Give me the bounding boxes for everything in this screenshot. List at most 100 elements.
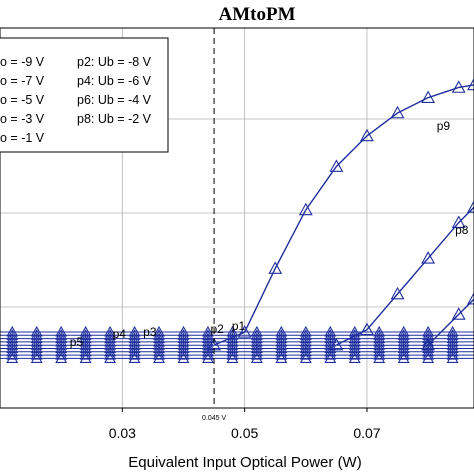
annotation-p8: p8	[455, 223, 469, 237]
flat-series-7-marker-14	[348, 345, 361, 357]
series-p9-point-1	[451, 307, 466, 320]
vline-label: 0.045 V	[202, 415, 226, 422]
flat-series-7-marker-1	[30, 345, 43, 357]
flat-series-9-marker-9	[226, 352, 239, 363]
series-p8-point-5	[467, 200, 474, 213]
flat-series-7-marker-6	[153, 345, 165, 357]
series-p1-point-3	[298, 202, 313, 216]
flat-series-9-marker-13	[324, 352, 337, 363]
flat-series-7-marker-12	[299, 345, 312, 357]
plot-frame	[0, 27, 474, 409]
flat-series-9-marker-18	[446, 352, 459, 363]
series-p9-point-2	[467, 291, 474, 305]
flat-series-8-marker-15	[373, 348, 386, 360]
flat-series-8-marker-13	[324, 348, 337, 360]
point-annotations: p5 p4 p3 p2 p1 p9 p8	[70, 119, 469, 349]
legend-entry-0: o = -9 V	[0, 55, 45, 69]
annotation-p5: p5	[70, 335, 84, 349]
series-p1-point-4	[329, 159, 344, 172]
legend: o = -9 V p2: Ub = -8 V o = -7 V p4: Ub = -6…	[0, 37, 169, 153]
series-p1-point-5	[360, 128, 374, 142]
annotation-p4: p4	[113, 327, 127, 341]
series-p1-point-2	[268, 261, 283, 274]
flat-series-7-marker-17	[422, 345, 435, 357]
flat-series-7-marker-16	[397, 345, 410, 357]
flat-series-7-marker-0	[6, 345, 19, 357]
annotation-p9: p9	[437, 119, 451, 133]
flat-series-9-marker-4	[104, 352, 117, 363]
flat-series-7-marker-5	[128, 345, 141, 357]
series-p8-point-3	[421, 251, 436, 264]
x-tick-label-1: 0.05	[231, 425, 258, 441]
flat-series-9-marker-8	[202, 352, 214, 363]
series-p1-line	[213, 84, 474, 346]
flat-series-8-marker-16	[397, 348, 410, 360]
flat-series-8-marker-14	[348, 348, 361, 360]
series-p8-point-1	[360, 322, 374, 336]
legend-entry-2: o = -7 V	[0, 74, 45, 88]
series-p1-point-7	[421, 90, 436, 103]
annotation-p3: p3	[143, 325, 157, 339]
legend-box	[0, 37, 169, 153]
flat-series-7-marker-11	[275, 345, 288, 357]
annotation-p2: p2	[210, 322, 224, 336]
legend-entry-1: p2: Ub = -8 V	[77, 55, 152, 69]
annotation-p1: p1	[232, 319, 246, 333]
flat-series-8-marker-4	[104, 348, 117, 360]
reference-line: 0.045 V	[202, 28, 226, 422]
flat-series-8-marker-10	[250, 348, 263, 360]
series-p1-point-6	[390, 105, 405, 119]
flat-series-8-marker-18	[446, 348, 459, 360]
flat-series-7-marker-4	[104, 345, 117, 357]
flat-series-8-marker-6	[153, 348, 165, 360]
flat-series-8-marker-8	[202, 348, 214, 360]
flat-series-9-marker-14	[348, 352, 361, 363]
x-tick-label-2: 0.07	[353, 425, 380, 441]
flat-series-9-marker-12	[299, 352, 312, 363]
flat-series-7-marker-3	[79, 345, 92, 357]
flat-series-7-marker-15	[373, 345, 386, 357]
x-tick-label-0: 0.03	[109, 425, 136, 441]
flat-series-9-marker-11	[275, 352, 288, 363]
legend-entry-4: o = -5 V	[0, 93, 45, 107]
flat-series-8-marker-1	[30, 348, 43, 360]
flat-series-9-marker-5	[128, 352, 141, 363]
flat-series-7-marker-10	[250, 345, 263, 357]
legend-entry-6: o = -3 V	[0, 112, 45, 126]
series-p1-point-1	[237, 325, 252, 338]
flat-series-9-marker-2	[55, 352, 68, 363]
flat-series-7-marker-7	[177, 345, 190, 357]
flat-series-9-marker-10	[250, 352, 263, 363]
flat-series-7-marker-2	[55, 345, 68, 357]
series-p8-point-2	[390, 286, 405, 300]
legend-entry-8: o = -1 V	[0, 131, 45, 145]
series-group	[207, 77, 474, 351]
flat-series-group	[0, 325, 474, 363]
flat-series-8-marker-5	[128, 348, 141, 360]
flat-series-9-marker-1	[30, 352, 43, 363]
x-axis-label: Equivalent Input Optical Power (W)	[128, 454, 361, 471]
flat-series-8-marker-0	[6, 348, 19, 360]
flat-series-8-marker-3	[79, 348, 92, 360]
flat-series-8-marker-2	[55, 348, 68, 360]
chart-title: AMtoPM	[218, 4, 295, 25]
legend-entry-7: p8: Ub = -2 V	[77, 112, 152, 126]
series-p8-point-0	[329, 337, 344, 351]
flat-series-9-marker-0	[6, 352, 19, 363]
flat-series-8-marker-7	[177, 348, 190, 360]
flat-series-9-marker-15	[373, 352, 386, 363]
flat-series-7-marker-9	[226, 345, 239, 357]
flat-series-9-marker-7	[177, 352, 190, 363]
flat-series-7-marker-8	[202, 345, 214, 357]
flat-series-8-marker-9	[226, 348, 239, 360]
legend-entry-3: p4: Ub = -6 V	[77, 74, 152, 88]
flat-series-9-marker-16	[397, 352, 410, 363]
flat-series-7-marker-18	[446, 345, 459, 357]
flat-series-8-marker-17	[422, 348, 435, 360]
series-p8-point-4	[451, 215, 466, 228]
series-p9-point-0	[421, 337, 436, 351]
flat-series-8-marker-12	[299, 348, 312, 360]
legend-entry-5: p6: Ub = -4 V	[77, 93, 152, 107]
flat-series-7-marker-13	[324, 345, 337, 357]
